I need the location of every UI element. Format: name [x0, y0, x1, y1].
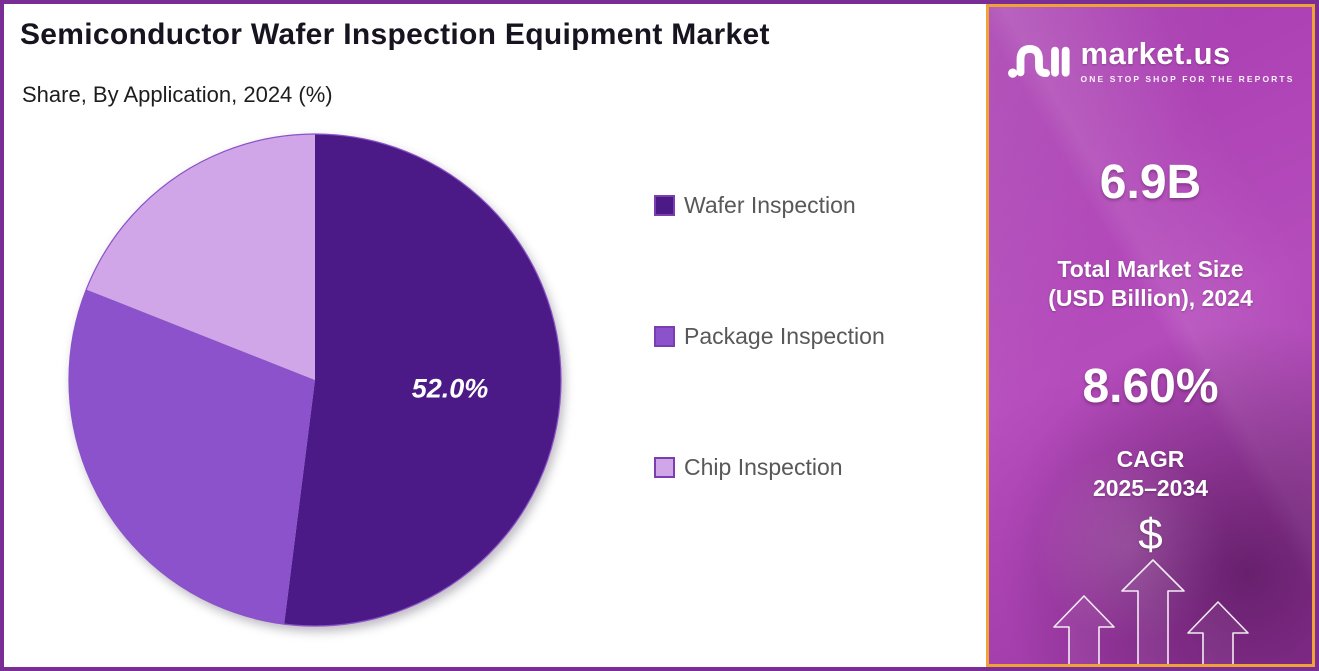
chart-subtitle: Share, By Application, 2024 (%)	[22, 82, 333, 107]
legend-label: Package Inspection	[684, 323, 885, 349]
market-us-logo-icon	[1007, 44, 1070, 78]
market-size-label-line2: (USD Billion), 2024	[1048, 285, 1253, 311]
legend-swatch-wafer-inspection	[654, 195, 675, 216]
pie-slice	[284, 134, 562, 626]
chart-title: Semiconductor Wafer Inspection Equipment…	[20, 18, 770, 51]
legend-label: Wafer Inspection	[684, 192, 856, 218]
cagr-label-line2: 2025–2034	[1092, 475, 1209, 501]
pie-slice	[68, 289, 315, 625]
legend-swatch-chip-inspection	[654, 457, 675, 478]
dollar-icon: $	[1138, 510, 1163, 559]
sidebar: market.us ONE STOP SHOP FOR THE REPORTS …	[986, 4, 1315, 667]
brand-logo: market.us ONE STOP SHOP FOR THE REPORTS	[989, 33, 1312, 89]
market-size-label-line1: Total Market Size	[1057, 256, 1244, 282]
chart-panel: Semiconductor Wafer Inspection Equipment…	[4, 4, 986, 667]
brand-name: market.us	[1080, 36, 1231, 71]
legend-item: Chip Inspection	[654, 454, 885, 481]
legend-item: Wafer Inspection	[654, 192, 885, 219]
pie-chart: 52.0%	[68, 133, 562, 627]
legend-label: Chip Inspection	[684, 454, 843, 480]
pie-outline	[68, 133, 562, 627]
market-size-value: 6.9B	[1099, 156, 1202, 209]
brand-tagline: ONE STOP SHOP FOR THE REPORTS	[1080, 74, 1295, 84]
cagr-label: CAGR 2025–2034	[989, 445, 1312, 503]
pie-slice	[86, 134, 315, 380]
growth-arrows-icon	[1053, 559, 1249, 664]
market-size-label: Total Market Size (USD Billion), 2024	[989, 255, 1312, 313]
cagr-value: 8.60%	[1082, 360, 1219, 413]
legend-item: Package Inspection	[654, 323, 885, 350]
brand-text: market.us ONE STOP SHOP FOR THE REPORTS	[1081, 38, 1295, 84]
pie-data-label: 52.0%	[412, 373, 489, 403]
legend-swatch-package-inspection	[654, 326, 675, 347]
cagr-label-line1: CAGR	[1116, 446, 1185, 472]
legend: Wafer Inspection Package Inspection Chip…	[654, 192, 885, 481]
